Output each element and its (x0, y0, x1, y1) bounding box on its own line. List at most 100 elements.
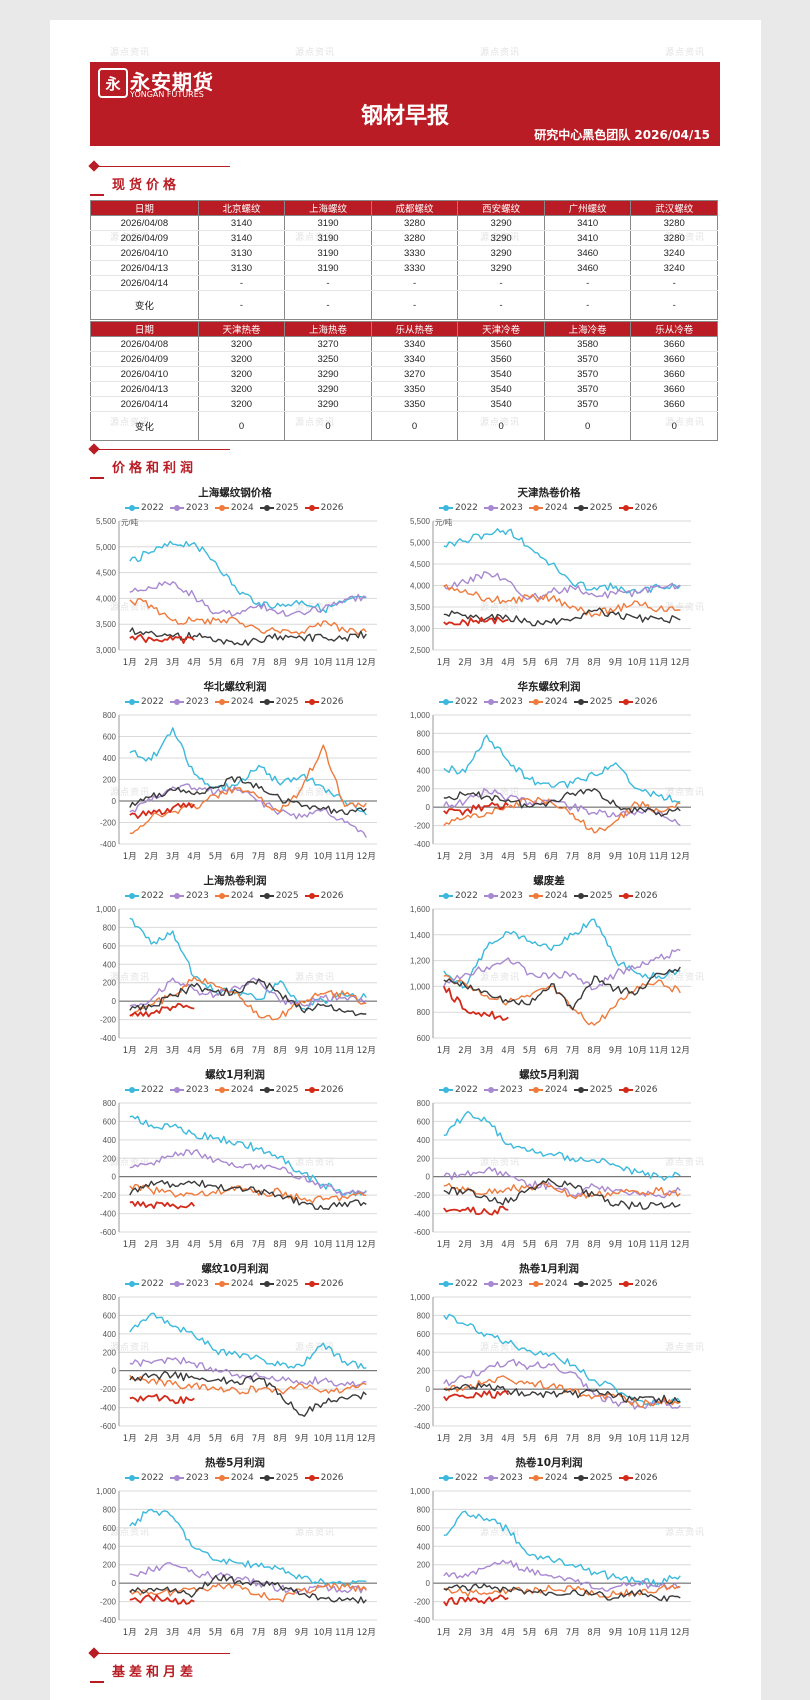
legend-swatch-icon (169, 505, 184, 511)
y-tick-label: 0 (112, 1579, 117, 1588)
y-tick-label: 800 (103, 1099, 117, 1108)
series-line-2024 (443, 974, 681, 1026)
x-tick-label: 3月 (480, 1240, 494, 1250)
series-line-2026 (129, 1393, 195, 1405)
x-tick-label: 6月 (544, 1628, 558, 1638)
y-tick-label: 1,000 (96, 905, 117, 914)
legend-label: 2022 (455, 1279, 478, 1289)
x-tick-label: 8月 (587, 1628, 601, 1638)
legend-swatch-icon (618, 1475, 633, 1481)
series-line-2025 (129, 978, 367, 1017)
series-line-2022 (129, 540, 367, 614)
table-cell: 3330 (370, 245, 459, 261)
series-line-2022 (129, 1508, 367, 1587)
table-cell: - (630, 275, 718, 291)
legend-label: 2024 (230, 697, 254, 707)
legend-label: 2023 (185, 1279, 209, 1289)
y-tick-label: 200 (417, 1561, 431, 1570)
table-cell: - (197, 275, 286, 291)
legend-label: 2026 (634, 1473, 658, 1483)
legend-swatch-icon (618, 1087, 633, 1093)
table-cell: 3240 (630, 260, 718, 276)
y-tick-label: 800 (103, 1505, 117, 1514)
table-cell: 变化 (90, 411, 199, 441)
legend-swatch-icon (573, 505, 588, 511)
table-cell: 3570 (543, 381, 632, 397)
y-tick-label: -200 (100, 1385, 117, 1394)
legend-label: 2024 (230, 503, 254, 513)
legend-swatch-icon (483, 1281, 498, 1287)
chart-legend: 2022 2023 2024 2025 2026 (439, 695, 669, 709)
y-tick-label: 4,500 (96, 569, 117, 578)
legend-label: 2023 (185, 1473, 209, 1483)
chart-title: 华东螺纹利润 (517, 681, 581, 693)
series-line-2025 (443, 966, 681, 1011)
table-cell: 3140 (197, 215, 286, 231)
legend-item: 2023 (169, 1083, 209, 1097)
x-tick-label: 10月 (314, 852, 333, 862)
legend-item: 2026 (304, 1471, 344, 1485)
line-chart: 上海螺纹钢价格 2022 2023 2024 2025 2026 3,000 3,500 4,0… (85, 485, 385, 675)
column-header: 日期 (90, 200, 199, 216)
series-line-2025 (129, 627, 367, 646)
legend-swatch-icon (618, 505, 633, 511)
series-line-2026 (129, 1594, 195, 1605)
table-header-row: 日期 天津热卷 上海热卷 乐从热卷 天津冷卷 上海冷卷 乐从冷卷 (90, 321, 718, 337)
table-cell: 0 (630, 411, 718, 441)
x-tick-label: 4月 (187, 1628, 201, 1638)
x-tick-label: 6月 (230, 852, 244, 862)
series-line-2023 (129, 1149, 367, 1197)
y-tick-label: -400 (100, 1616, 117, 1625)
watermark-text: 源点资讯 (295, 1343, 336, 1353)
y-tick-label: 1,600 (410, 905, 431, 914)
y-tick-label: 800 (417, 729, 431, 738)
legend-label: 2024 (230, 1279, 254, 1289)
watermark-text: 源点资讯 (110, 603, 151, 613)
legend-swatch-icon (439, 505, 453, 511)
legend-label: 2025 (589, 1279, 613, 1289)
y-tick-label: -400 (100, 1210, 117, 1219)
table-row: 2026/04/14 3200 3290 3350 3540 3570 3660 (90, 396, 718, 412)
series-line-2026 (129, 633, 195, 644)
legend-label: 2025 (589, 1085, 613, 1095)
x-tick-label: 6月 (544, 852, 558, 862)
legend-swatch-icon (618, 699, 633, 705)
y-tick-label: 600 (103, 942, 117, 951)
x-tick-label: 2月 (144, 1628, 158, 1638)
x-tick-label: 1月 (437, 1434, 451, 1444)
y-tick-label: 0 (426, 1173, 431, 1182)
y-tick-label: -400 (414, 1616, 431, 1625)
x-tick-label: 2月 (458, 1240, 472, 1250)
chart-legend: 2022 2023 2024 2025 2026 (125, 889, 355, 903)
table-cell: - (457, 290, 545, 320)
x-tick-label: 7月 (566, 1628, 580, 1638)
y-tick-label: 4,500 (410, 560, 431, 569)
series-line-2025 (443, 1382, 681, 1405)
y-tick-label: 200 (103, 1348, 117, 1357)
column-header: 天津热卷 (197, 321, 286, 337)
x-tick-label: 1月 (123, 852, 137, 862)
table-cell: 2026/04/08 (90, 336, 199, 352)
x-tick-label: 3月 (480, 1434, 494, 1444)
legend-swatch-icon (304, 1281, 319, 1287)
series-line-2024 (443, 1584, 681, 1599)
chart-plot: -400 -200 0 200 400 600 800 1,000 1月 2月 3月 4月 5月 6月 7月… (96, 905, 377, 1056)
legend-item: 2026 (618, 1277, 658, 1291)
legend-item: 2022 (125, 695, 164, 709)
series-line-2022 (443, 734, 681, 803)
x-tick-label: 11月 (335, 1628, 354, 1638)
x-tick-label: 8月 (273, 1046, 287, 1056)
chart-title: 上海螺纹钢价格 (198, 487, 272, 499)
x-tick-label: 7月 (566, 852, 580, 862)
chart-legend: 2022 2023 2024 2025 2026 (439, 1471, 669, 1485)
line-chart: 热卷1月利润 2022 2023 2024 2025 2026 -400 -200 0 200 40… (399, 1261, 699, 1451)
x-tick-label: 5月 (523, 1434, 537, 1444)
table-cell: 3330 (370, 260, 459, 276)
table-row: 2026/04/09 3140 3190 3280 3290 3410 3280 (90, 230, 718, 246)
x-tick-label: 7月 (566, 1240, 580, 1250)
legend-swatch-icon (528, 699, 543, 705)
series-line-2026 (129, 802, 195, 819)
x-tick-label: 2月 (144, 1434, 158, 1444)
x-tick-label: 7月 (566, 1046, 580, 1056)
y-tick-label: -600 (100, 1228, 117, 1237)
